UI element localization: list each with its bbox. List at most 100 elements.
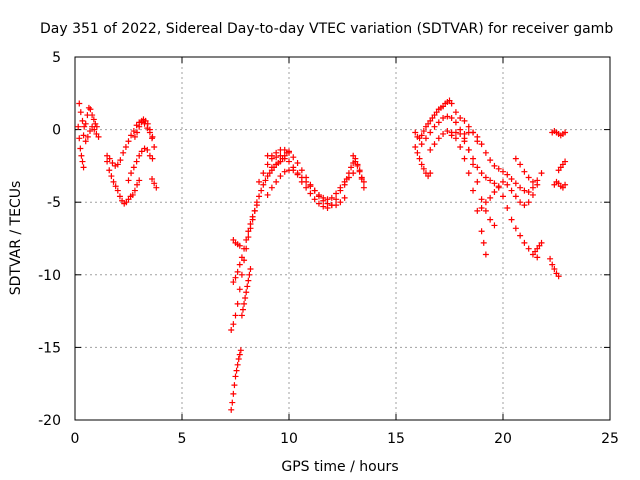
data-point (431, 141, 438, 148)
data-point (85, 104, 92, 111)
data-point (117, 157, 124, 164)
data-point (294, 171, 301, 178)
data-point (230, 321, 237, 328)
data-point (256, 193, 263, 200)
data-point (230, 390, 237, 397)
data-point (129, 191, 136, 198)
data-point (81, 123, 88, 130)
data-point (465, 123, 472, 130)
series-arc-20 (412, 97, 455, 142)
data-point (249, 213, 256, 220)
data-point (141, 145, 148, 152)
data-point (131, 187, 138, 194)
data-point (130, 164, 137, 171)
series-arc-12 (238, 265, 254, 319)
data-point (356, 167, 363, 174)
data-points (75, 97, 569, 413)
data-point (452, 135, 459, 142)
data-point (236, 242, 243, 249)
y-tick-label: -10 (38, 268, 61, 284)
data-point (521, 168, 528, 175)
data-point (273, 178, 280, 185)
data-point (238, 312, 245, 319)
data-point (512, 180, 519, 187)
data-point (427, 146, 434, 153)
data-point (229, 399, 236, 406)
series-arc-11 (230, 202, 260, 286)
data-point (343, 175, 350, 182)
data-point (80, 132, 87, 139)
data-point (508, 216, 515, 223)
data-point (418, 141, 425, 148)
data-point (328, 194, 335, 201)
series-arc-03 (80, 123, 100, 145)
data-point (474, 164, 481, 171)
x-tick-label: 10 (280, 431, 298, 447)
data-point (500, 193, 506, 200)
data-point (260, 181, 267, 188)
data-point (549, 261, 556, 268)
data-point (328, 202, 335, 209)
data-point (474, 178, 481, 185)
data-point (277, 152, 284, 159)
data-point (236, 351, 243, 358)
data-point (264, 161, 271, 168)
data-point (277, 158, 284, 165)
data-point (241, 300, 248, 307)
data-point (286, 158, 292, 165)
data-point (256, 178, 263, 185)
axis-ticks (74, 56, 611, 421)
data-point (242, 295, 249, 302)
data-point (238, 254, 245, 261)
data-point (114, 187, 121, 194)
data-point (149, 135, 156, 142)
data-point (93, 130, 100, 137)
data-point (482, 149, 489, 156)
data-point (521, 202, 528, 209)
data-point (512, 155, 519, 162)
grid-lines (75, 57, 610, 420)
data-point (360, 184, 367, 191)
data-point (324, 205, 331, 212)
data-point (538, 239, 545, 246)
data-point (474, 207, 481, 214)
data-point (358, 175, 365, 182)
data-point (146, 126, 153, 133)
data-point (482, 207, 489, 214)
data-point (482, 251, 489, 258)
data-point (286, 149, 292, 156)
series-arc-28 (452, 109, 481, 145)
data-point (525, 199, 532, 206)
data-point (320, 203, 327, 210)
data-point (125, 138, 132, 145)
data-point (422, 135, 429, 142)
data-point (89, 112, 96, 119)
data-point (315, 191, 322, 198)
series-arc-06 (125, 145, 156, 184)
data-point (230, 279, 237, 286)
data-point (562, 181, 569, 188)
data-point (465, 170, 472, 177)
data-point (151, 144, 158, 151)
y-tick-label: -15 (38, 340, 61, 356)
data-point (231, 382, 238, 389)
data-point (470, 187, 477, 194)
data-point (487, 194, 494, 201)
series-arc-08 (149, 175, 160, 191)
data-point (238, 271, 245, 278)
data-point (420, 128, 427, 135)
data-point (431, 123, 438, 130)
data-point (440, 114, 447, 121)
data-point (333, 190, 340, 197)
data-point (352, 155, 359, 162)
data-point (125, 177, 132, 184)
data-point (311, 187, 318, 194)
data-point (138, 148, 145, 155)
data-point (273, 161, 280, 168)
x-tick-label: 5 (178, 431, 187, 447)
data-point (112, 183, 119, 190)
series-arc-07 (131, 116, 158, 151)
series-arc-13 (230, 236, 243, 249)
data-point (474, 138, 481, 145)
series-arc-33 (555, 158, 569, 174)
